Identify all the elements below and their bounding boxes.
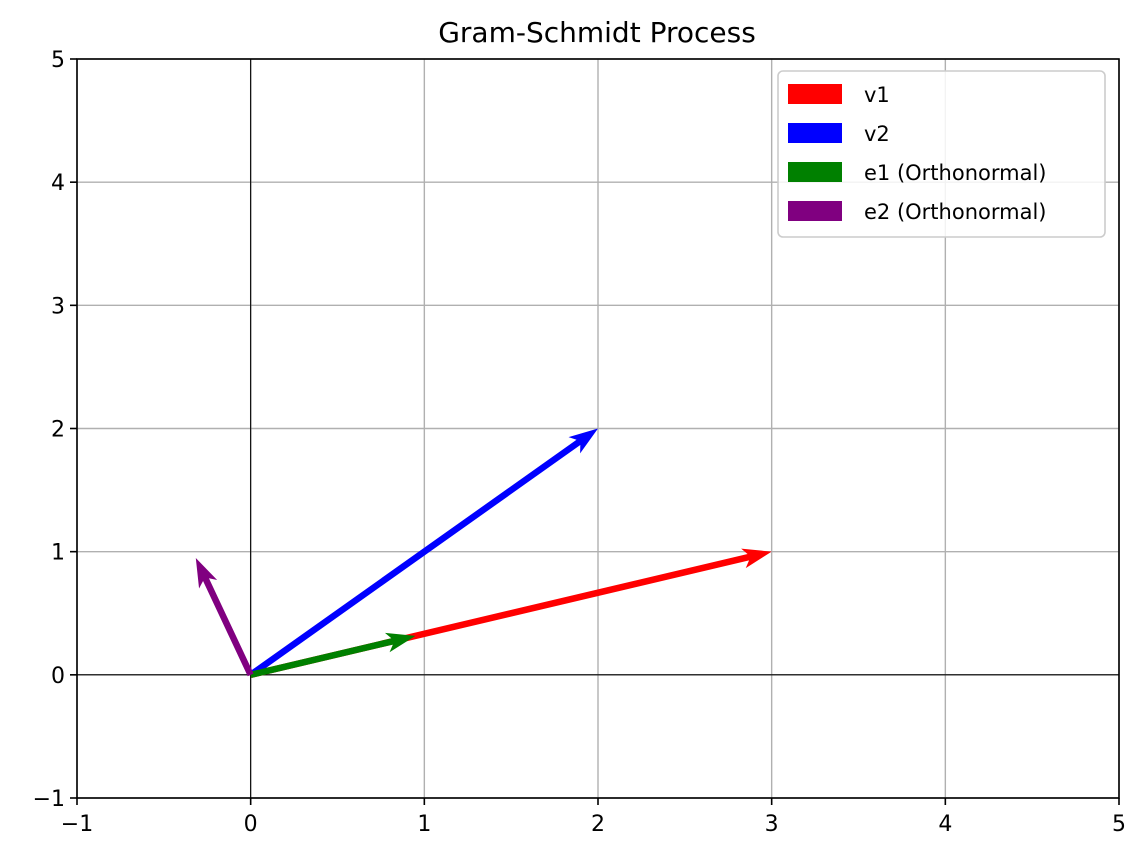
chart-title: Gram-Schmidt Process (438, 16, 756, 49)
legend-swatch-e2-orthonormal (788, 201, 842, 221)
y-tick-label: 4 (51, 171, 65, 196)
x-tick-label: 4 (938, 812, 952, 837)
legend-label-e1-orthonormal: e1 (Orthonormal) (864, 161, 1046, 185)
tick-layer: −1 0 1 2 3 4 5 −1 0 1 2 3 4 5 (33, 48, 1126, 837)
y-tick-label: 1 (51, 541, 65, 566)
x-tick-label: 0 (244, 812, 258, 837)
legend-label-e2-orthonormal: e2 (Orthonormal) (864, 200, 1046, 224)
vector-v2-arrow (248, 428, 599, 678)
y-tick-label: 5 (51, 48, 65, 73)
legend-label-v1: v1 (864, 83, 890, 107)
legend-swatch-v2 (788, 123, 842, 143)
y-tick-label: 3 (51, 294, 65, 319)
x-tick-label: 5 (1112, 812, 1126, 837)
legend-swatch-e1-orthonormal (788, 162, 842, 182)
legend-box (777, 70, 1106, 238)
x-tick-label: 2 (591, 812, 605, 837)
legend-swatch-v1 (788, 84, 842, 104)
x-tick-label: 3 (765, 812, 779, 837)
vector-e2-orthonormal-arrow (195, 557, 254, 677)
legend-label-v2: v2 (864, 122, 890, 146)
vector-e1-orthonormal-arrow (249, 632, 416, 678)
vector-layer (195, 428, 772, 678)
y-tick-label: 2 (51, 418, 65, 443)
legend: v1 v2 e1 (Orthonormal) e2 (Orthonormal) (777, 70, 1106, 238)
x-tick-label: −1 (61, 812, 93, 837)
x-tick-label: 1 (417, 812, 431, 837)
y-tick-label: 0 (51, 664, 65, 689)
y-tick-label: −1 (33, 787, 65, 812)
